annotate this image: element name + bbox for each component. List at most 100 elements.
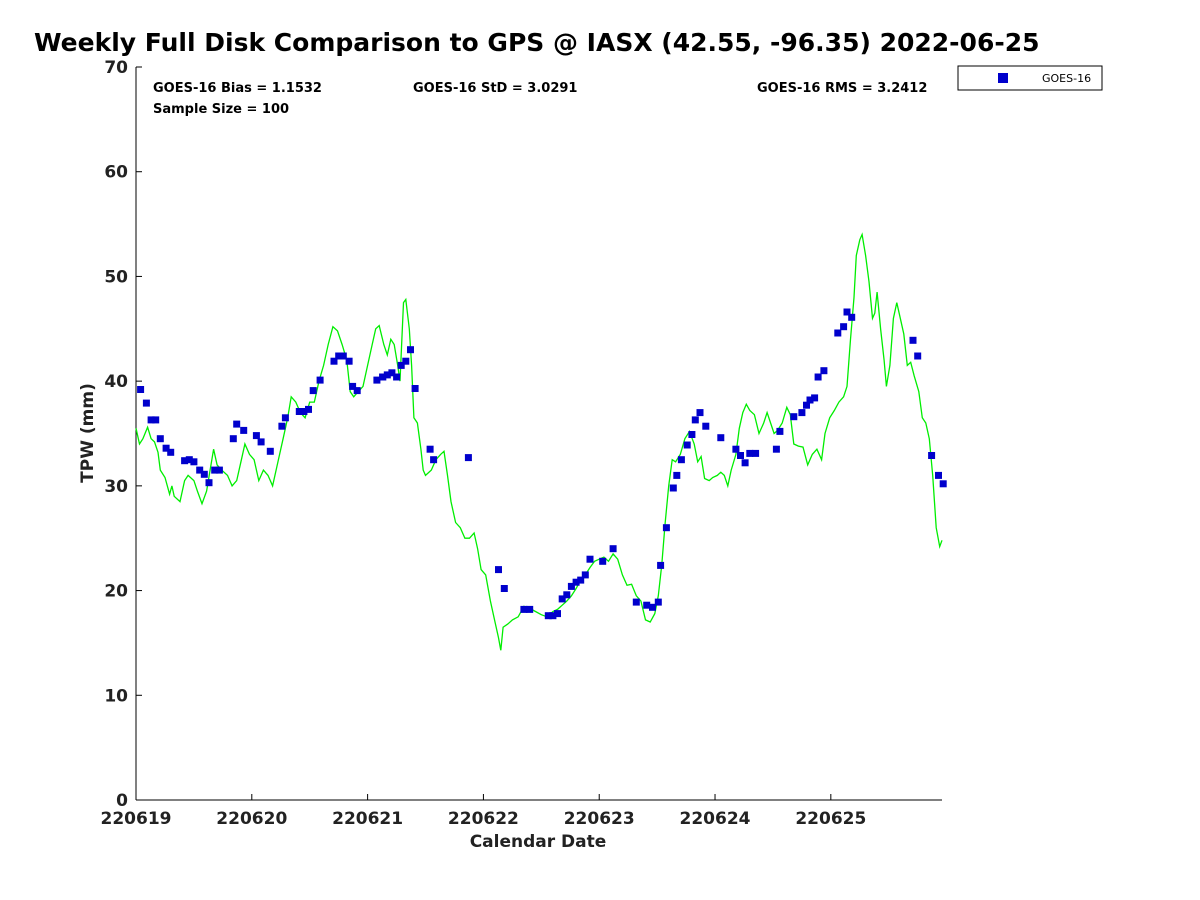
goes16-point — [549, 612, 557, 620]
goes16-point — [696, 409, 704, 417]
goes16-point — [353, 387, 361, 395]
stat-std: GOES-16 StD = 3.0291 — [413, 81, 577, 96]
y-tick-label: 30 — [104, 477, 128, 497]
goes16-point — [335, 352, 343, 360]
x-axis-label: Calendar Date — [470, 832, 607, 852]
x-tick-label: 220624 — [680, 809, 751, 829]
legend-box — [957, 65, 1103, 91]
goes16-point — [741, 459, 749, 467]
goes16-point — [673, 471, 681, 479]
goes16-point — [572, 578, 580, 586]
goes16-point — [500, 585, 508, 592]
goes16-point — [142, 399, 150, 407]
y-tick-label: 0 — [116, 791, 128, 811]
goes16-point — [803, 401, 810, 409]
goes16-point — [691, 416, 699, 424]
goes16-point — [657, 561, 665, 569]
goes16-point — [643, 601, 651, 609]
goes16-scatter-series — [137, 308, 947, 620]
goes16-point — [397, 361, 405, 369]
goes16-point — [373, 376, 381, 384]
goes16-point — [683, 441, 691, 449]
goes16-point — [411, 385, 419, 392]
goes16-point — [309, 387, 317, 395]
goes16-point — [717, 434, 725, 442]
goes16-point — [137, 386, 145, 393]
goes16-point — [252, 432, 260, 440]
goes16-point — [790, 413, 798, 421]
goes16-point — [257, 438, 265, 446]
x-tick-label: 220620 — [216, 809, 287, 829]
goes16-point — [300, 408, 308, 415]
goes16-point — [609, 545, 617, 553]
goes16-point — [554, 610, 561, 618]
goes16-point — [205, 479, 213, 487]
goes16-point — [281, 414, 289, 422]
goes16-point — [156, 435, 164, 443]
goes16-point — [798, 409, 806, 417]
goes16-point — [266, 447, 274, 455]
goes16-point — [776, 427, 784, 435]
goes16-point — [240, 426, 248, 434]
goes16-point — [229, 435, 237, 443]
goes16-point — [295, 408, 303, 415]
goes16-point — [814, 373, 822, 381]
goes16-point — [834, 329, 842, 337]
legend-label: GOES-16 — [1042, 72, 1091, 85]
goes16-point — [233, 420, 241, 428]
x-tick-label: 220622 — [448, 809, 519, 829]
goes16-point — [215, 466, 223, 474]
goes16-point — [563, 591, 571, 599]
goes16-point — [843, 308, 851, 316]
goes16-point — [190, 458, 198, 466]
goes16-point — [388, 369, 396, 377]
stat-bias: GOES-16 Bias = 1.1532 — [153, 81, 322, 96]
x-tick-group: 220619 220620 220621 220622 220623 220624 2206… — [101, 794, 866, 829]
y-tick-label: 20 — [104, 582, 128, 602]
goes16-point — [662, 524, 670, 532]
legend: GOES-16 — [957, 65, 1103, 91]
goes16-point — [349, 382, 357, 390]
goes16-point — [316, 376, 324, 384]
y-tick-label: 60 — [104, 163, 128, 183]
goes16-point — [495, 566, 502, 574]
goes16-point — [581, 571, 589, 579]
stat-rms: GOES-16 RMS = 3.2412 — [757, 81, 927, 96]
goes16-point — [914, 352, 922, 360]
goes16-point — [939, 480, 947, 488]
chart-title: Weekly Full Disk Comparison to GPS @ IAS… — [34, 28, 1040, 57]
goes16-point — [746, 449, 754, 457]
goes16-point — [185, 456, 193, 464]
gps-line-series — [135, 232, 943, 651]
y-tick-label: 40 — [104, 372, 128, 392]
goes16-point — [654, 598, 662, 606]
goes16-point — [196, 466, 204, 474]
goes16-point — [702, 422, 710, 430]
goes16-point — [526, 605, 534, 613]
goes16-point — [632, 598, 640, 606]
goes16-point — [737, 452, 744, 459]
goes16-point — [811, 394, 819, 402]
goes16-point — [402, 357, 410, 365]
goes16-point — [820, 367, 828, 375]
goes16-point — [407, 346, 414, 354]
legend-marker-square — [998, 73, 1008, 83]
goes16-point — [544, 612, 552, 620]
x-tick-label: 220625 — [795, 809, 866, 829]
goes16-point — [167, 448, 175, 456]
goes16-point — [383, 371, 391, 379]
goes16-point — [909, 336, 917, 344]
goes16-point — [181, 457, 189, 465]
x-tick-label: 220623 — [564, 809, 635, 829]
goes16-point — [649, 603, 656, 611]
goes16-point — [339, 352, 347, 360]
gps-tpw-line — [135, 232, 943, 651]
goes16-point — [586, 555, 594, 563]
x-tick-label: 220619 — [101, 809, 172, 829]
goes16-point — [840, 323, 848, 331]
goes16-point — [162, 444, 170, 452]
goes16-point — [688, 431, 696, 438]
y-tick-label: 50 — [104, 267, 128, 287]
goes16-point — [393, 373, 401, 381]
goes16-point — [567, 582, 575, 590]
